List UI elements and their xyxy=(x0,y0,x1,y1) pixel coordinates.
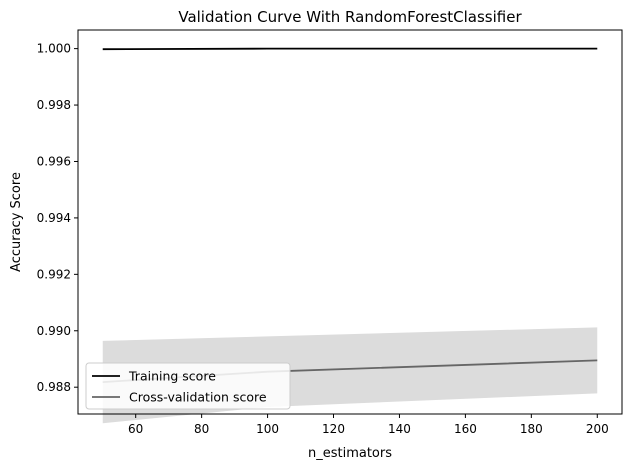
y-axis-ticks: 0.988 0.990 0.992 0.994 0.996 0.998 1.000 xyxy=(37,42,78,394)
x-tick-label: 120 xyxy=(322,422,345,436)
x-tick-label: 160 xyxy=(454,422,477,436)
legend-label-training-score: Training score xyxy=(128,369,216,384)
y-tick-label: 0.998 xyxy=(37,98,71,112)
chart-title: Validation Curve With RandomForestClassi… xyxy=(178,8,522,26)
x-tick-label: 100 xyxy=(256,422,279,436)
y-axis-label: Accuracy Score xyxy=(9,172,24,272)
legend-box xyxy=(85,362,291,410)
plot-frame xyxy=(77,29,623,415)
legend-label-cross-validation-score: Cross-validation score xyxy=(129,390,267,405)
legend: Training score Cross-validation score xyxy=(85,362,291,410)
x-axis-ticks: 60 80 100 120 140 160 180 200 xyxy=(128,414,609,436)
x-tick-label: 180 xyxy=(520,422,543,436)
y-tick-label: 1.000 xyxy=(37,42,71,56)
y-tick-label: 0.988 xyxy=(37,380,71,394)
y-tick-label: 0.992 xyxy=(37,267,71,281)
x-tick-label: 80 xyxy=(194,422,209,436)
y-tick-label: 0.996 xyxy=(37,154,71,168)
y-tick-label: 0.990 xyxy=(37,324,71,338)
x-tick-label: 60 xyxy=(128,422,143,436)
training-score-line xyxy=(102,47,598,51)
x-tick-label: 140 xyxy=(388,422,411,436)
x-tick-label: 200 xyxy=(586,422,609,436)
x-axis-label: n_estimators xyxy=(308,446,392,461)
y-tick-label: 0.994 xyxy=(37,211,71,225)
